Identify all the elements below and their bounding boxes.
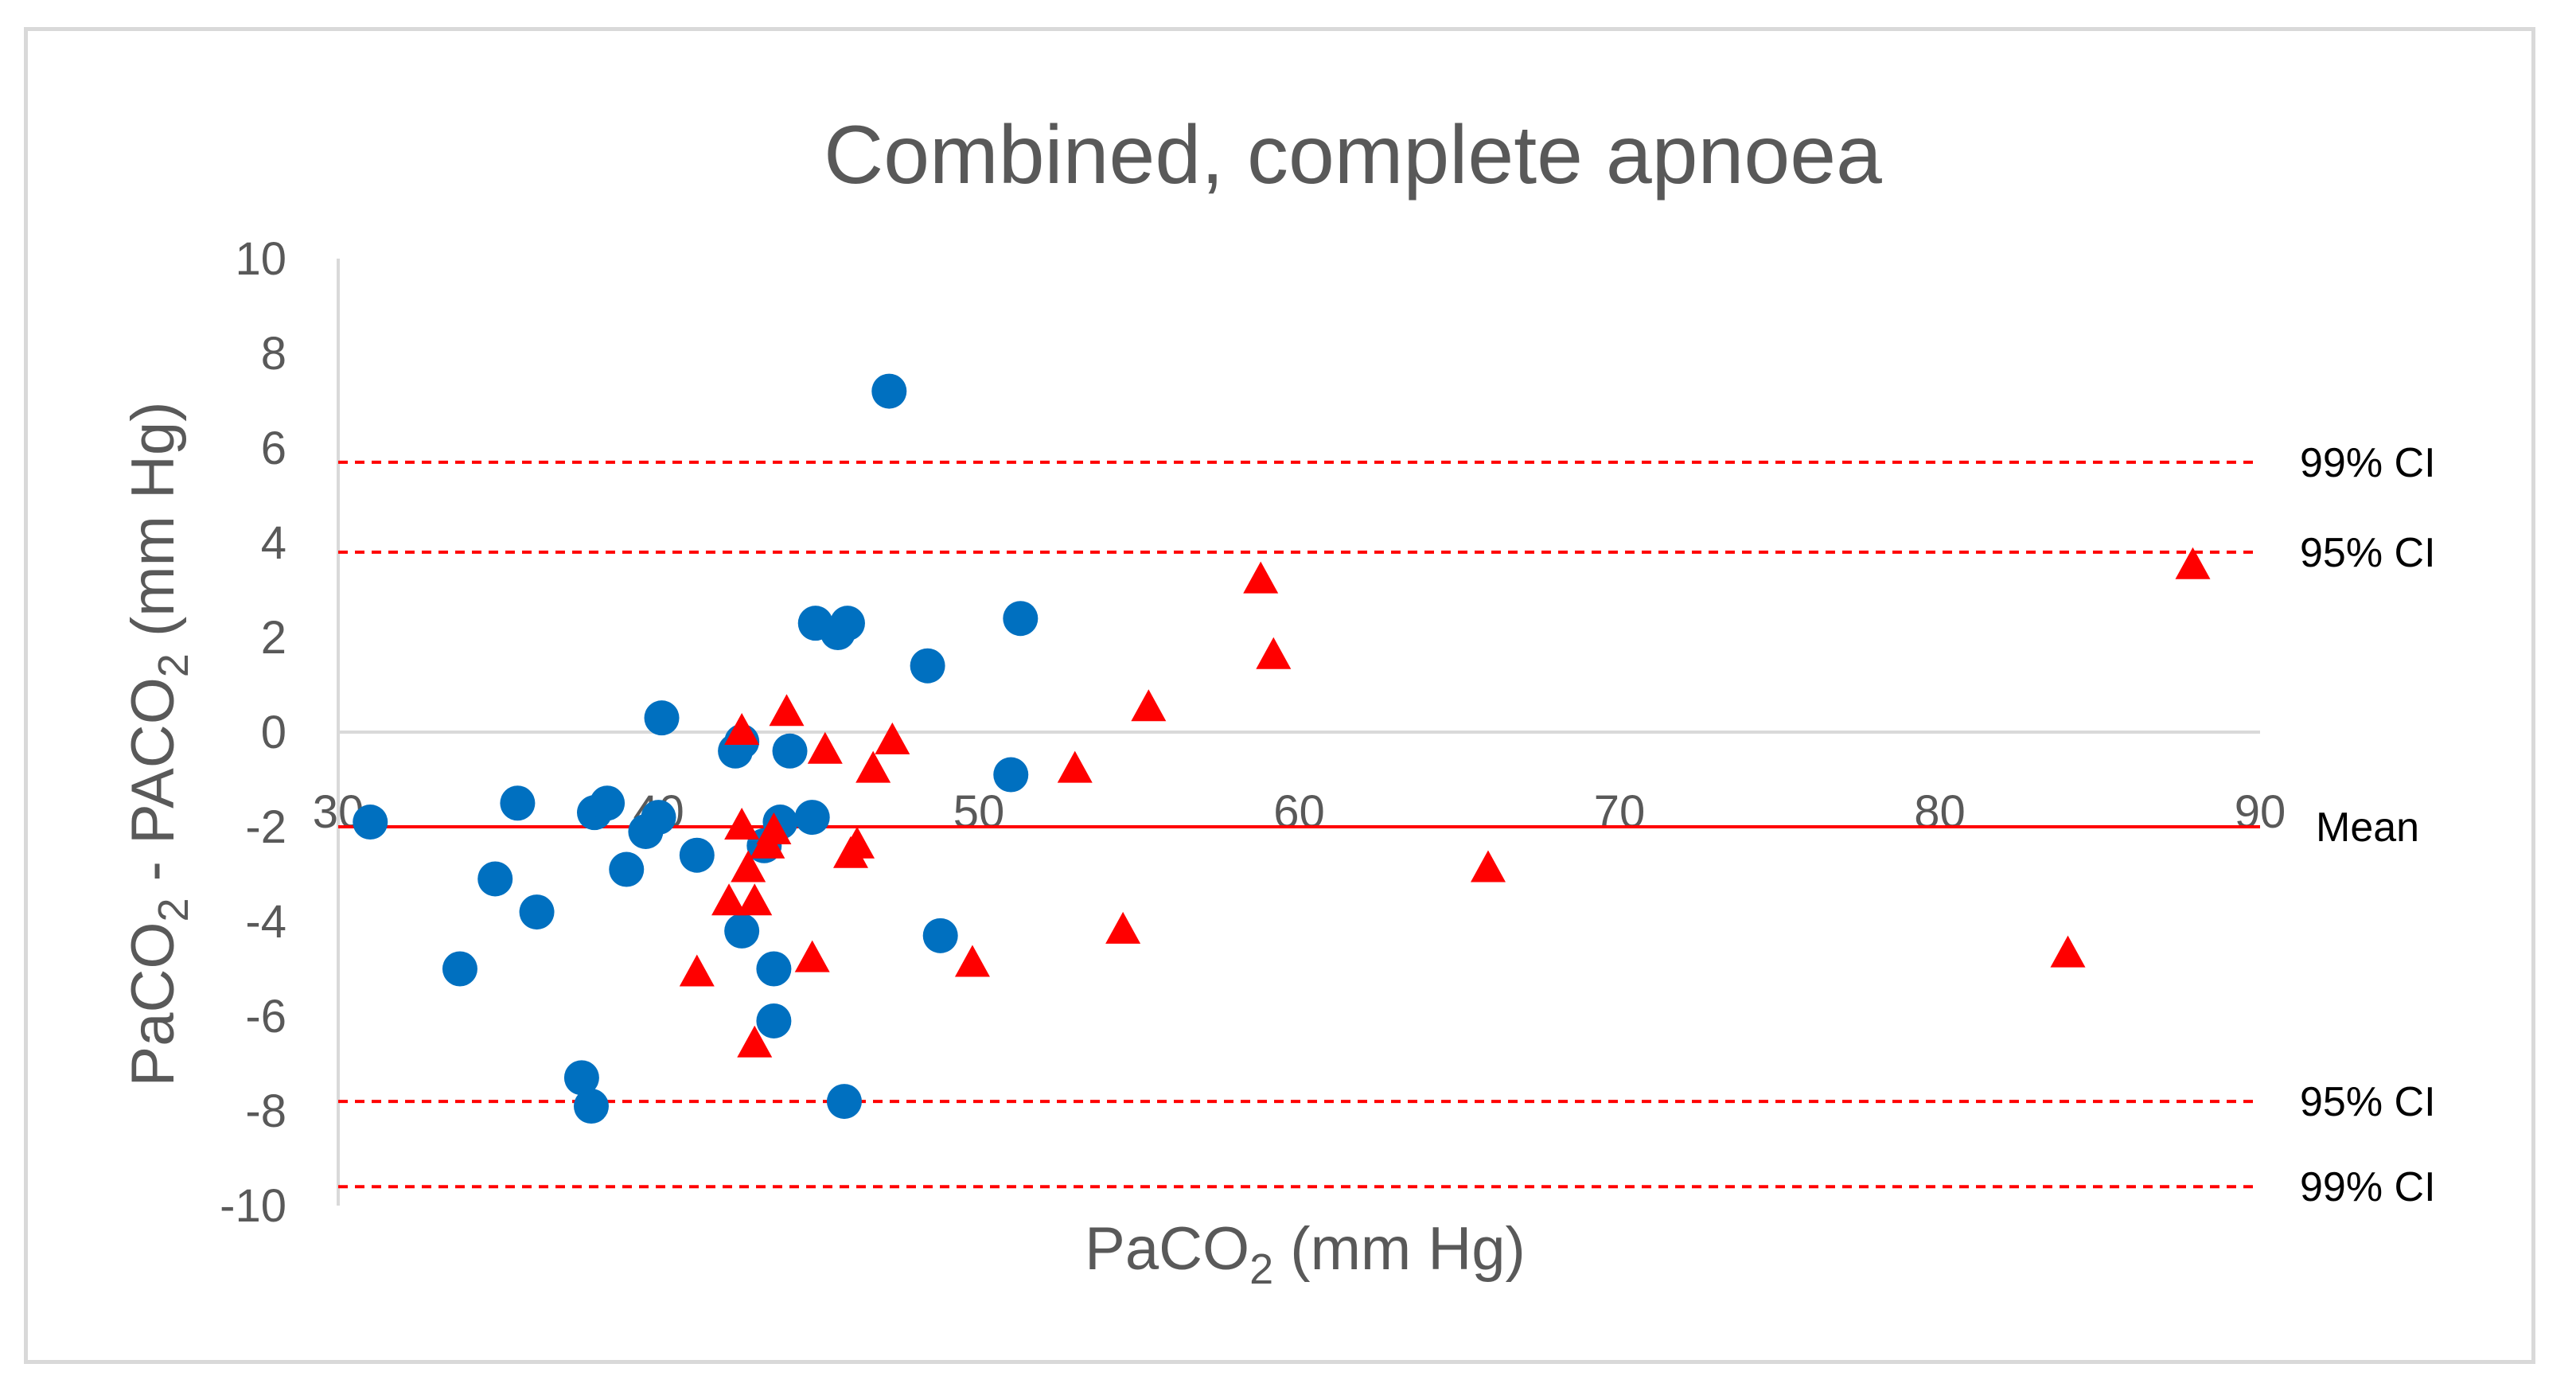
y-tick-label: -6 — [245, 991, 286, 1042]
data-point-triangle — [1057, 750, 1093, 783]
data-point-triangle — [1131, 689, 1167, 722]
data-point-circle — [519, 894, 555, 930]
x-tick-label: 90 — [2235, 786, 2286, 838]
y-tick-label: -2 — [245, 801, 286, 853]
data-point-circle — [573, 1089, 609, 1124]
data-point-triangle — [2175, 547, 2211, 579]
x-tick-label: 60 — [1273, 786, 1325, 838]
chart-title: Combined, complete apnoea — [824, 109, 1882, 201]
data-point-triangle — [2050, 935, 2086, 968]
data-point-triangle — [737, 883, 773, 916]
data-point-circle — [500, 785, 536, 821]
data-point-triangle — [1105, 911, 1141, 944]
data-point-circle — [794, 800, 830, 836]
x-tick-label: 80 — [1914, 786, 1966, 838]
y-tick-label: -8 — [245, 1085, 286, 1137]
y-axis-title: PaCO2 - PACO2 (mm Hg) — [119, 402, 197, 1087]
data-point-circle — [922, 918, 958, 953]
ref-label-99-lower: 99% CI — [2300, 1164, 2436, 1210]
data-point-triangle — [1243, 561, 1279, 594]
data-point-circle — [756, 1003, 792, 1038]
data-point-triangle — [840, 826, 875, 859]
data-point-circle — [679, 837, 715, 873]
data-point-triangle — [724, 713, 760, 745]
data-point-triangle — [1470, 850, 1506, 883]
data-point-circle — [826, 1084, 862, 1120]
data-point-circle — [563, 1060, 599, 1096]
data-point-triangle — [794, 940, 830, 972]
y-tick-label: 0 — [261, 707, 286, 758]
x-axis-title: PaCO2 (mm Hg) — [1085, 1215, 1526, 1293]
data-point-triangle — [855, 750, 891, 783]
data-point-triangle — [875, 722, 910, 754]
y-tick-label: -10 — [220, 1180, 286, 1232]
data-point-circle — [442, 951, 477, 987]
x-tick-label: 50 — [953, 786, 1005, 838]
y-tick-label: 10 — [235, 233, 286, 285]
y-tick-label: 2 — [261, 612, 286, 664]
data-point-triangle — [807, 731, 843, 764]
data-point-triangle — [679, 954, 715, 987]
data-point-triangle — [756, 812, 792, 844]
svg-text:PaCO2 - PACO2 (mm Hg): PaCO2 - PACO2 (mm Hg) — [119, 402, 197, 1087]
y-tick-label: 6 — [261, 423, 286, 474]
data-point-circle — [353, 805, 388, 840]
svg-text:PaCO2 (mm Hg): PaCO2 (mm Hg) — [1085, 1215, 1526, 1293]
data-point-circle — [910, 648, 945, 684]
data-point-triangle — [1256, 637, 1292, 669]
x-tick-label: 70 — [1594, 786, 1646, 838]
ref-label-95-lower: 95% CI — [2300, 1079, 2436, 1125]
chart-frame — [24, 27, 2535, 1364]
data-point-circle — [871, 373, 907, 409]
data-point-circle — [609, 851, 645, 887]
data-point-circle — [756, 951, 792, 987]
data-point-circle — [1003, 601, 1039, 637]
y-tick-label: -4 — [245, 896, 286, 948]
data-point-circle — [477, 861, 513, 897]
data-point-triangle — [954, 945, 990, 977]
y-tick-label: 4 — [261, 517, 286, 569]
data-point-triangle — [731, 850, 766, 883]
y-tick-label: 8 — [261, 328, 286, 380]
ref-label-mean: Mean — [2316, 805, 2419, 851]
ref-label-99-upper: 99% CI — [2300, 440, 2436, 486]
data-point-circle — [641, 800, 676, 836]
data-point-circle — [590, 785, 625, 821]
data-point-triangle — [769, 694, 805, 727]
data-point-triangle — [711, 883, 747, 916]
ref-label-95-upper: 95% CI — [2300, 530, 2436, 576]
data-point-circle — [993, 757, 1029, 793]
data-point-circle — [724, 913, 760, 949]
data-point-circle — [829, 606, 865, 641]
data-point-circle — [644, 700, 680, 736]
data-point-triangle — [737, 1025, 773, 1058]
data-point-circle — [772, 733, 808, 769]
data-point-triangle — [724, 808, 760, 840]
